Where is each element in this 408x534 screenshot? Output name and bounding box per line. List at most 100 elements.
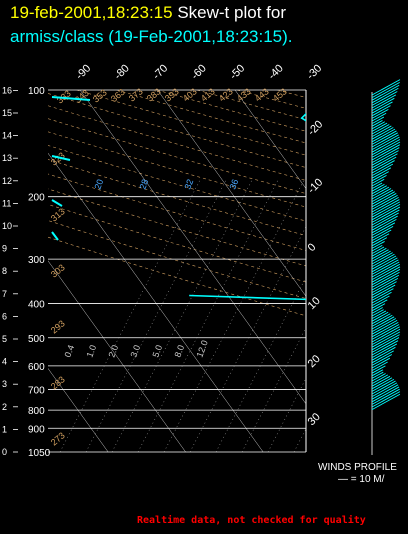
wind-barb bbox=[371, 354, 393, 366]
wind-barb bbox=[371, 79, 401, 96]
wind-barb bbox=[371, 222, 396, 236]
mixing-ratio-label: 5.0 bbox=[150, 344, 164, 359]
adiabat-label: 443 bbox=[253, 86, 271, 103]
adiabat-label: 383 bbox=[145, 86, 163, 103]
height-km-label: 2 bbox=[2, 402, 7, 412]
adiabat-label: 303 bbox=[49, 262, 67, 279]
wind-barb bbox=[371, 250, 391, 262]
wind-barb bbox=[371, 337, 400, 353]
wind-barb bbox=[371, 247, 387, 257]
wind-barb bbox=[371, 125, 392, 137]
wind-barb bbox=[371, 121, 386, 130]
wind-barb bbox=[371, 233, 390, 244]
adiabat-label: 283 bbox=[49, 374, 67, 391]
wind-barb bbox=[371, 182, 383, 189]
mixing-ratio-label: 1.0 bbox=[84, 344, 98, 359]
adiabat-label: 423 bbox=[217, 86, 235, 103]
dewpoint-spur bbox=[189, 294, 306, 301]
wind-barb bbox=[371, 388, 400, 405]
wind-barb bbox=[371, 373, 386, 382]
height-km-label: 14 bbox=[2, 131, 12, 141]
adiabat-label: 433 bbox=[235, 86, 253, 103]
right-temp-label: -10 bbox=[306, 176, 326, 196]
isotherm-line bbox=[48, 152, 264, 452]
wind-barb bbox=[371, 311, 389, 322]
wind-barb bbox=[371, 167, 392, 179]
mixing-ratio-line bbox=[189, 226, 306, 452]
wind-barb bbox=[371, 299, 388, 309]
dry-adiabat bbox=[398, 90, 408, 452]
pressure-label: 800 bbox=[28, 406, 45, 417]
wind-barb bbox=[371, 193, 397, 208]
wind-barb bbox=[371, 321, 399, 338]
wind-barb bbox=[371, 266, 401, 283]
mixing-ratio-line bbox=[111, 179, 253, 452]
right-temp-label: 10 bbox=[306, 295, 323, 312]
pressure-label: 700 bbox=[28, 386, 45, 397]
top-temp-label: -50 bbox=[228, 62, 248, 82]
height-km-label: 1 bbox=[2, 424, 7, 434]
quality-note: Realtime data, not checked for quality bbox=[137, 515, 366, 526]
dry-adiabat bbox=[48, 173, 306, 251]
top-temp-label: -60 bbox=[189, 62, 209, 82]
mixing-ratio-label: 20 bbox=[92, 178, 105, 191]
wind-barb bbox=[371, 263, 400, 280]
profile-edge-trace bbox=[51, 96, 91, 101]
wind-barb bbox=[371, 371, 384, 379]
mixing-ratio-label: 36 bbox=[227, 178, 240, 191]
wind-barb bbox=[371, 271, 400, 288]
mixing-ratio-label: 28 bbox=[137, 178, 150, 191]
wind-barb bbox=[371, 253, 395, 267]
wind-barb bbox=[371, 97, 395, 111]
wind-barb bbox=[371, 132, 398, 148]
dry-adiabat bbox=[48, 220, 306, 299]
wind-barb bbox=[371, 328, 401, 345]
wind-barb bbox=[371, 334, 400, 351]
wind-barb bbox=[371, 284, 396, 299]
top-temp-label: -90 bbox=[74, 62, 94, 82]
height-km-label: 12 bbox=[2, 176, 12, 186]
wind-barb bbox=[371, 259, 399, 275]
wind-barb bbox=[371, 130, 397, 145]
wind-barb bbox=[371, 378, 395, 392]
pressure-label: 500 bbox=[28, 334, 45, 345]
wind-barb bbox=[371, 225, 394, 239]
wind-barb bbox=[371, 314, 393, 327]
height-km-label: 6 bbox=[2, 311, 7, 321]
top-temp-label: -70 bbox=[151, 62, 171, 82]
height-km-label: 3 bbox=[2, 379, 7, 389]
wind-barb bbox=[371, 365, 386, 374]
wind-barb bbox=[371, 331, 401, 348]
wind-barb bbox=[371, 94, 397, 109]
wind-barb bbox=[371, 156, 397, 171]
wind-barb bbox=[371, 108, 389, 119]
height-km-label: 13 bbox=[2, 153, 12, 163]
mixing-ratio-label: 2.0 bbox=[106, 344, 120, 359]
dry-adiabats bbox=[48, 90, 408, 452]
wind-barb bbox=[371, 209, 400, 226]
wind-barb bbox=[371, 386, 400, 403]
wind-barb bbox=[371, 377, 393, 390]
profile-edge-trace bbox=[51, 231, 59, 241]
top-temp-label: -80 bbox=[112, 62, 132, 82]
mixing-ratio-label: 0.4 bbox=[62, 344, 76, 359]
adiabat-label: 453 bbox=[271, 86, 289, 103]
wind-barb bbox=[371, 241, 385, 249]
adiabat-label: 363 bbox=[109, 87, 127, 104]
height-km-label: 16 bbox=[2, 85, 12, 95]
dewpoint-line bbox=[300, 112, 306, 122]
wind-barb bbox=[371, 189, 394, 202]
mixing-ratio-label: 32 bbox=[182, 178, 195, 191]
wind-barb bbox=[371, 194, 398, 210]
wind-barb bbox=[371, 244, 383, 252]
wind-barb bbox=[371, 134, 399, 150]
mixing-ratio-line bbox=[215, 276, 306, 452]
right-temp-label: 20 bbox=[306, 353, 323, 370]
height-km-label: 15 bbox=[2, 108, 12, 118]
dry-adiabat bbox=[48, 188, 306, 267]
wind-barb bbox=[371, 274, 400, 291]
wind-barb bbox=[371, 277, 399, 293]
wind-barb bbox=[371, 309, 384, 317]
wind-barb bbox=[371, 147, 400, 163]
